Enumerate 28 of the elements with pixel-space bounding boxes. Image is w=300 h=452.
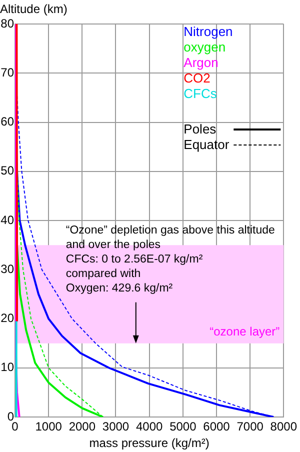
- x-tick-label: 8000: [270, 420, 298, 434]
- y-tick-label: 80: [0, 16, 14, 30]
- y-tick-label: 20: [0, 311, 14, 326]
- x-tick-label: 4000: [136, 420, 163, 434]
- y-tick-label: 40: [0, 212, 14, 227]
- x-tick-label: 5000: [170, 420, 197, 434]
- band-label: “ozone layer”: [210, 324, 280, 339]
- y-axis-title: Altitude (km): [0, 2, 68, 16]
- annotation: “Ozone” depletion gas above this altitude and over the poles CFCs: 0 to 2.56E-07 kg/m² compared with Oxygen: 429.6 kg/m²: [66, 224, 275, 294]
- x-axis-title: mass pressure (kg/m²): [89, 436, 210, 450]
- text: oxygen: [184, 40, 226, 54]
- text: CO2: [184, 70, 210, 86]
- x-tick-label: 3000: [102, 420, 130, 434]
- y-tick-label: 10: [0, 360, 14, 374]
- x-tick-label: 7000: [236, 420, 264, 434]
- y-tick-label: 60: [0, 114, 14, 129]
- annotation: Poles: [184, 122, 217, 136]
- x-tick-label: 6000: [203, 420, 230, 434]
- text: Argon: [184, 55, 218, 70]
- annotation: Equator: [184, 137, 230, 152]
- x-tick-label: 1000: [35, 420, 62, 434]
- y-tick-label: 70: [0, 65, 14, 80]
- text: CFCs: [184, 86, 218, 101]
- text: Nitrogen: [184, 24, 233, 39]
- y-tick-label: 50: [0, 164, 14, 178]
- y-tick-label: 30: [0, 262, 14, 276]
- y-tick-label: 0: [7, 409, 14, 424]
- x-tick-label: 2000: [68, 420, 96, 434]
